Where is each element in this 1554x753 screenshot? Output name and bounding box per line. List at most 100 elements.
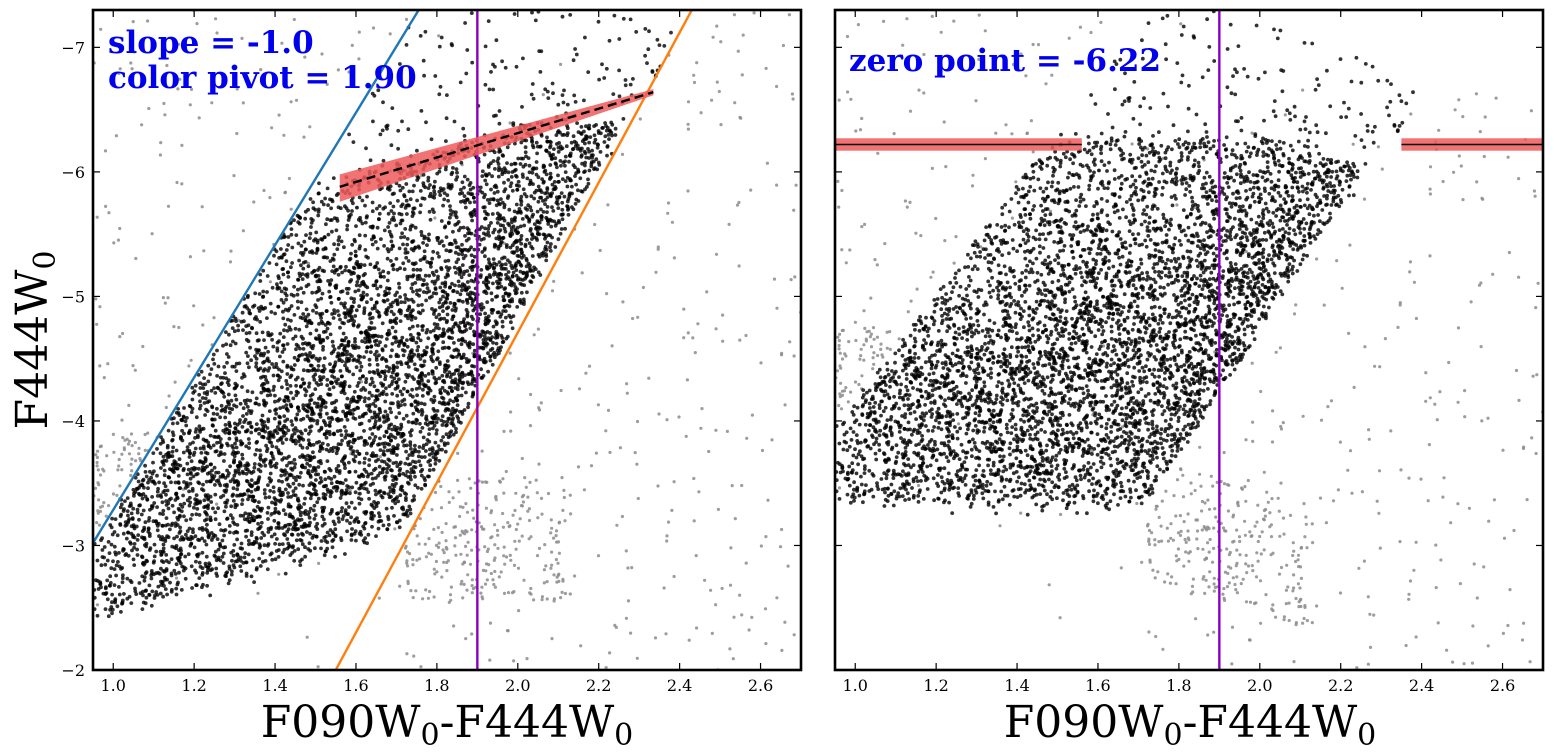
star-point: [481, 568, 485, 573]
star-point: [357, 501, 362, 506]
star-point: [349, 296, 354, 301]
star-point: [131, 506, 136, 511]
star-point: [127, 439, 131, 443]
star-point: [469, 486, 473, 490]
star-point: [374, 504, 379, 509]
star-point: [377, 464, 382, 469]
star-point: [577, 387, 582, 391]
star-point: [228, 410, 232, 415]
star-point: [587, 123, 592, 128]
star-point: [293, 486, 298, 491]
star-point: [336, 442, 341, 446]
star-point: [780, 648, 784, 653]
star-point: [289, 365, 293, 370]
star-point: [496, 168, 501, 173]
star-point: [169, 571, 174, 576]
star-point: [509, 217, 514, 222]
star-point: [539, 207, 543, 212]
star-point: [413, 246, 417, 251]
star-point: [509, 320, 513, 325]
star-point: [213, 517, 218, 522]
star-point: [391, 267, 396, 272]
star-point: [240, 310, 245, 315]
star-point: [362, 540, 367, 545]
star-point: [166, 296, 170, 300]
star-point: [666, 520, 671, 524]
star-point: [373, 264, 378, 269]
star-point: [495, 528, 500, 533]
star-point: [398, 584, 402, 588]
star-point: [240, 375, 244, 380]
star-point: [345, 396, 350, 401]
star-point: [460, 529, 464, 533]
star-point: [112, 450, 116, 454]
star-point: [415, 393, 419, 398]
star-point: [339, 301, 344, 306]
star-point: [230, 326, 235, 330]
star-point: [359, 388, 364, 392]
star-point: [347, 70, 351, 74]
star-point: [545, 240, 550, 245]
star-point: [245, 398, 250, 403]
star-point: [374, 349, 379, 354]
star-point: [343, 312, 348, 316]
star-point: [403, 227, 408, 231]
star-point: [94, 453, 98, 457]
star-point: [346, 443, 351, 448]
star-point: [692, 80, 697, 85]
star-point: [432, 342, 436, 346]
star-point: [286, 428, 291, 433]
star-point: [184, 518, 189, 523]
star-point: [458, 533, 462, 537]
star-point: [730, 484, 734, 488]
star-point: [268, 280, 272, 284]
star-point: [348, 488, 352, 493]
star-point: [294, 347, 298, 352]
star-point: [212, 386, 217, 390]
star-point: [459, 187, 463, 192]
star-point: [490, 298, 494, 302]
star-point: [605, 145, 610, 149]
star-point: [258, 353, 263, 358]
star-point: [443, 300, 448, 304]
star-point: [501, 511, 505, 516]
star-point: [254, 361, 259, 366]
star-point: [575, 121, 579, 125]
star-point: [246, 354, 250, 358]
star-point: [201, 323, 205, 327]
star-point: [421, 363, 426, 368]
star-point: [744, 333, 748, 338]
star-point: [299, 300, 304, 305]
star-point: [395, 393, 400, 398]
star-point: [230, 516, 235, 521]
star-point: [157, 534, 161, 538]
star-point: [363, 203, 367, 208]
star-point: [406, 462, 411, 467]
star-point: [342, 391, 347, 396]
star-point: [118, 67, 122, 71]
star-point: [399, 338, 404, 343]
star-point: [314, 478, 318, 482]
star-point: [376, 293, 381, 297]
star-point: [309, 398, 314, 402]
star-point: [759, 544, 764, 548]
star-point: [413, 399, 418, 404]
star-point: [457, 228, 461, 233]
star-point: [425, 286, 430, 290]
star-point: [482, 205, 487, 210]
star-point: [542, 568, 547, 572]
star-point: [145, 498, 150, 502]
star-point: [155, 447, 159, 451]
star-point: [278, 354, 282, 359]
star-point: [390, 468, 394, 473]
star-point: [291, 493, 296, 497]
star-point: [334, 451, 339, 456]
star-point: [307, 405, 311, 410]
star-point: [328, 362, 332, 366]
star-point: [350, 485, 355, 490]
star-point: [404, 449, 408, 454]
star-point: [408, 511, 413, 516]
star-point: [269, 534, 274, 539]
star-point: [310, 290, 315, 295]
star-point: [456, 252, 461, 256]
